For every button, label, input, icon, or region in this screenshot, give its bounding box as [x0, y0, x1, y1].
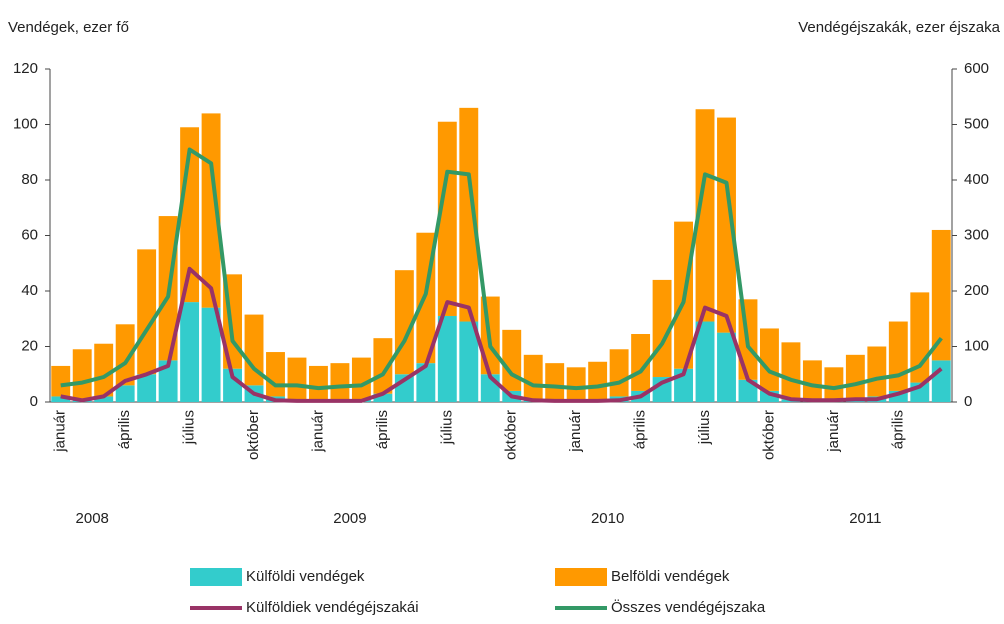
bar	[437, 315, 457, 402]
bar	[888, 321, 908, 391]
legend-label: Külföldi vendégek	[246, 568, 365, 585]
y-tick-label: 120	[13, 60, 38, 77]
bar	[566, 367, 586, 400]
x-tick-label: július	[181, 410, 198, 445]
y2-tick-label: 400	[964, 171, 989, 188]
bar	[158, 360, 178, 402]
bar	[72, 349, 92, 400]
legend-label: Összes vendégéjszaka	[611, 598, 766, 616]
x-tick-label: január	[567, 410, 584, 453]
bar	[137, 249, 157, 375]
bar	[266, 352, 285, 397]
x-tick-label: október	[245, 410, 262, 460]
x-tick-label: július	[696, 410, 713, 445]
bar	[330, 363, 350, 400]
bar	[867, 346, 887, 397]
bar	[287, 357, 307, 400]
x-tick-label: január	[825, 410, 842, 453]
x-tick-label: április	[889, 410, 906, 449]
y-tick-label: 100	[13, 115, 38, 132]
bar	[373, 338, 393, 394]
bar	[760, 390, 779, 402]
bar	[416, 363, 436, 402]
bar	[94, 343, 114, 397]
y-tick-label: 20	[21, 337, 38, 354]
y2-tick-label: 100	[964, 337, 989, 354]
y-tick-label: 80	[21, 171, 38, 188]
y2-axis-title: Vendégéjszakák, ezer éjszaka	[798, 19, 1000, 36]
bar	[760, 328, 779, 391]
bar	[588, 361, 608, 400]
bar	[94, 396, 114, 402]
bar	[931, 229, 951, 361]
x-tick-label: április	[374, 410, 391, 449]
bar	[888, 390, 908, 402]
x-tick-label: április	[116, 410, 133, 449]
y2-tick-label: 600	[964, 60, 989, 77]
y-axis-title: Vendégek, ezer fő	[8, 19, 129, 36]
bar	[137, 374, 157, 402]
bar	[309, 365, 328, 400]
bar	[244, 314, 264, 386]
legend-label: Belföldi vendégek	[611, 568, 730, 585]
x-tick-label: október	[503, 410, 520, 460]
bar	[717, 332, 736, 402]
bar	[115, 324, 135, 386]
x-tick-label: október	[760, 410, 777, 460]
y2-tick-label: 200	[964, 282, 989, 299]
legend-swatch	[190, 568, 242, 586]
bar	[931, 360, 951, 402]
bar	[545, 363, 565, 400]
year-label: 2008	[76, 510, 109, 527]
y-tick-label: 60	[21, 226, 38, 243]
bar	[695, 321, 715, 402]
bar	[695, 109, 715, 322]
y-tick-label: 0	[30, 393, 38, 410]
x-tick-label: január	[309, 410, 326, 453]
bar	[351, 357, 371, 400]
x-tick-label: július	[438, 410, 455, 445]
line	[60, 266, 943, 403]
bar	[502, 329, 522, 391]
bar	[802, 360, 822, 400]
year-label: 2011	[849, 510, 881, 527]
bar	[223, 368, 242, 402]
x-tick-label: január	[52, 410, 69, 453]
bar	[51, 396, 71, 402]
x-tick-label: április	[632, 410, 649, 449]
y-tick-label: 40	[21, 282, 38, 299]
bar	[180, 302, 200, 402]
bar	[738, 379, 758, 402]
y2-tick-label: 300	[964, 226, 989, 243]
legend-label: Külföldiek vendégéjszakái	[246, 599, 419, 616]
year-label: 2009	[333, 510, 366, 527]
bar	[609, 349, 629, 397]
bar	[459, 321, 479, 402]
y2-tick-label: 500	[964, 115, 989, 132]
bar	[115, 385, 135, 402]
y2-tick-label: 0	[964, 393, 972, 410]
bar	[459, 107, 479, 322]
bar	[523, 354, 543, 400]
line	[60, 147, 943, 391]
bar	[631, 334, 651, 391]
bar	[845, 354, 865, 400]
bar	[824, 367, 844, 400]
bar	[781, 342, 801, 400]
bar	[373, 393, 393, 402]
bar	[717, 117, 736, 333]
bar	[51, 365, 71, 397]
legend-swatch	[555, 568, 607, 586]
year-label: 2010	[591, 510, 624, 527]
bar	[201, 307, 221, 402]
bar	[652, 377, 672, 402]
